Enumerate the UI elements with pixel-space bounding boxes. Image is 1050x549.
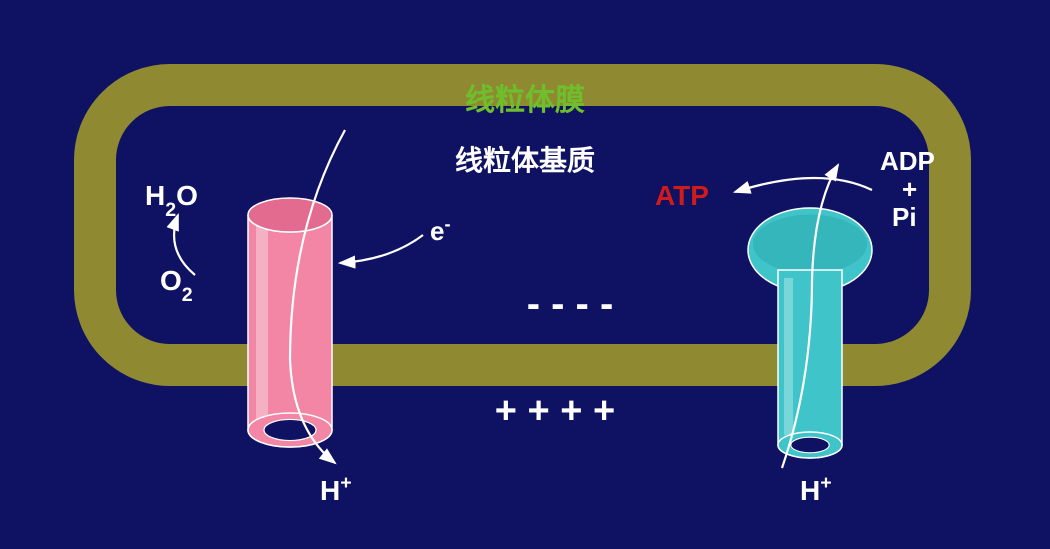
label-atp: ATP <box>655 180 709 211</box>
electron-transport-channel <box>248 198 332 447</box>
diagram-stage: 线粒体膜线粒体基质- - - -+ + + +H2OO2e-ATPADP+PiH… <box>0 0 1050 549</box>
label-adp: ADP <box>880 146 935 176</box>
label-pi: Pi <box>892 202 917 232</box>
membrane-label: 线粒体膜 <box>465 83 585 117</box>
diagram-svg: 线粒体膜线粒体基质- - - -+ + + +H2OO2e-ATPADP+PiH… <box>0 0 1050 549</box>
label-adp-plus: + <box>902 174 917 204</box>
minus-charges: - - - - <box>527 282 614 326</box>
plus-charges: + + + + <box>495 390 615 432</box>
matrix-label: 线粒体基质 <box>455 145 595 176</box>
